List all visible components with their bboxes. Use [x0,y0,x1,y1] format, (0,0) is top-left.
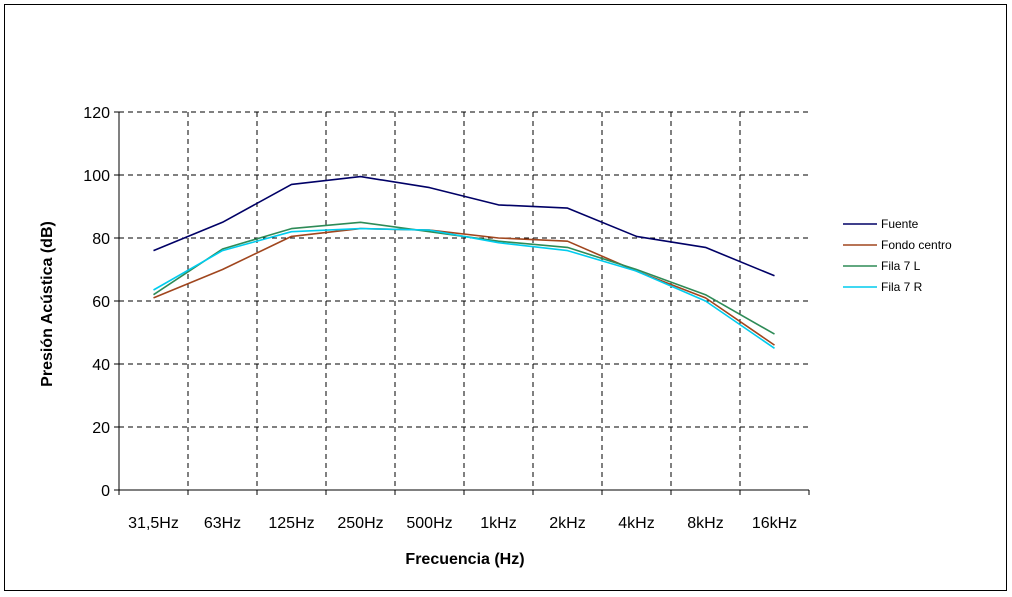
legend-label-fuente: Fuente [881,217,919,231]
y-tick-label: 100 [83,168,110,185]
x-tick-label: 31,5Hz [128,515,179,532]
y-tick-label: 0 [101,483,110,500]
x-tick-label: 250Hz [337,515,383,532]
x-tick-label: 4kHz [618,515,654,532]
legend-label-fondo-centro: Fondo centro [881,238,952,252]
y-tick-label: 40 [92,357,110,374]
legend-label-fila-7-l: Fila 7 L [881,259,921,273]
grid-lines [119,111,809,490]
x-tick-label: 1kHz [480,515,516,532]
x-tick-label: 8kHz [687,515,723,532]
x-tick-label: 125Hz [268,515,314,532]
x-tick-label: 2kHz [549,515,585,532]
axes [114,111,810,495]
series-line-fuente [153,175,775,277]
x-tick-label: 63Hz [204,515,241,532]
y-tick-label: 20 [92,420,110,437]
y-tick-label: 60 [92,294,110,311]
tick-labels: 0 20 40 60 80 100 120 31,5Hz 63Hz 125Hz 250Hz 500Hz… [83,105,797,532]
x-tick-label: 16kHz [752,515,797,532]
series-line-fondo-centro [153,227,775,346]
y-tick-label: 120 [83,105,110,122]
y-tick-label: 80 [92,231,110,248]
line-chart: 0 20 40 60 80 100 120 31,5Hz 63Hz 125Hz 250Hz 500Hz… [39,105,952,568]
series-line-fila-7-r [153,227,775,349]
legend-label-fila-7-r: Fila 7 R [881,280,923,294]
chart-frame: 0 20 40 60 80 100 120 31,5Hz 63Hz 125Hz 250Hz 500Hz… [4,4,1007,591]
x-axis-title: Frecuencia (Hz) [405,551,524,568]
series-lines [153,175,775,349]
x-tick-label: 500Hz [406,515,452,532]
legend: Fuente Fondo centro Fila 7 L Fila 7 R [843,217,952,294]
y-axis-title: Presión Acústica (dB) [39,221,56,387]
